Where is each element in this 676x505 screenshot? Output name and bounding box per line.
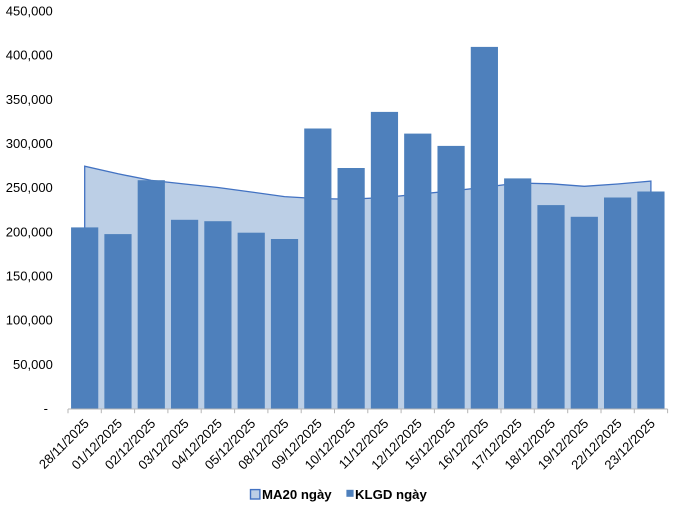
svg-text:400,000: 400,000 <box>6 48 53 63</box>
svg-text:KLGD ngày: KLGD ngày <box>355 487 427 502</box>
svg-text:MA20 ngày: MA20 ngày <box>262 487 332 502</box>
svg-text:50,000: 50,000 <box>13 357 53 372</box>
svg-text:450,000: 450,000 <box>6 3 53 18</box>
svg-text:150,000: 150,000 <box>6 269 53 284</box>
svg-text:200,000: 200,000 <box>6 224 53 239</box>
svg-text:250,000: 250,000 <box>6 180 53 195</box>
svg-text:100,000: 100,000 <box>6 313 53 328</box>
svg-text:-: - <box>44 401 48 416</box>
svg-text:350,000: 350,000 <box>6 92 53 107</box>
svg-text:300,000: 300,000 <box>6 136 53 151</box>
